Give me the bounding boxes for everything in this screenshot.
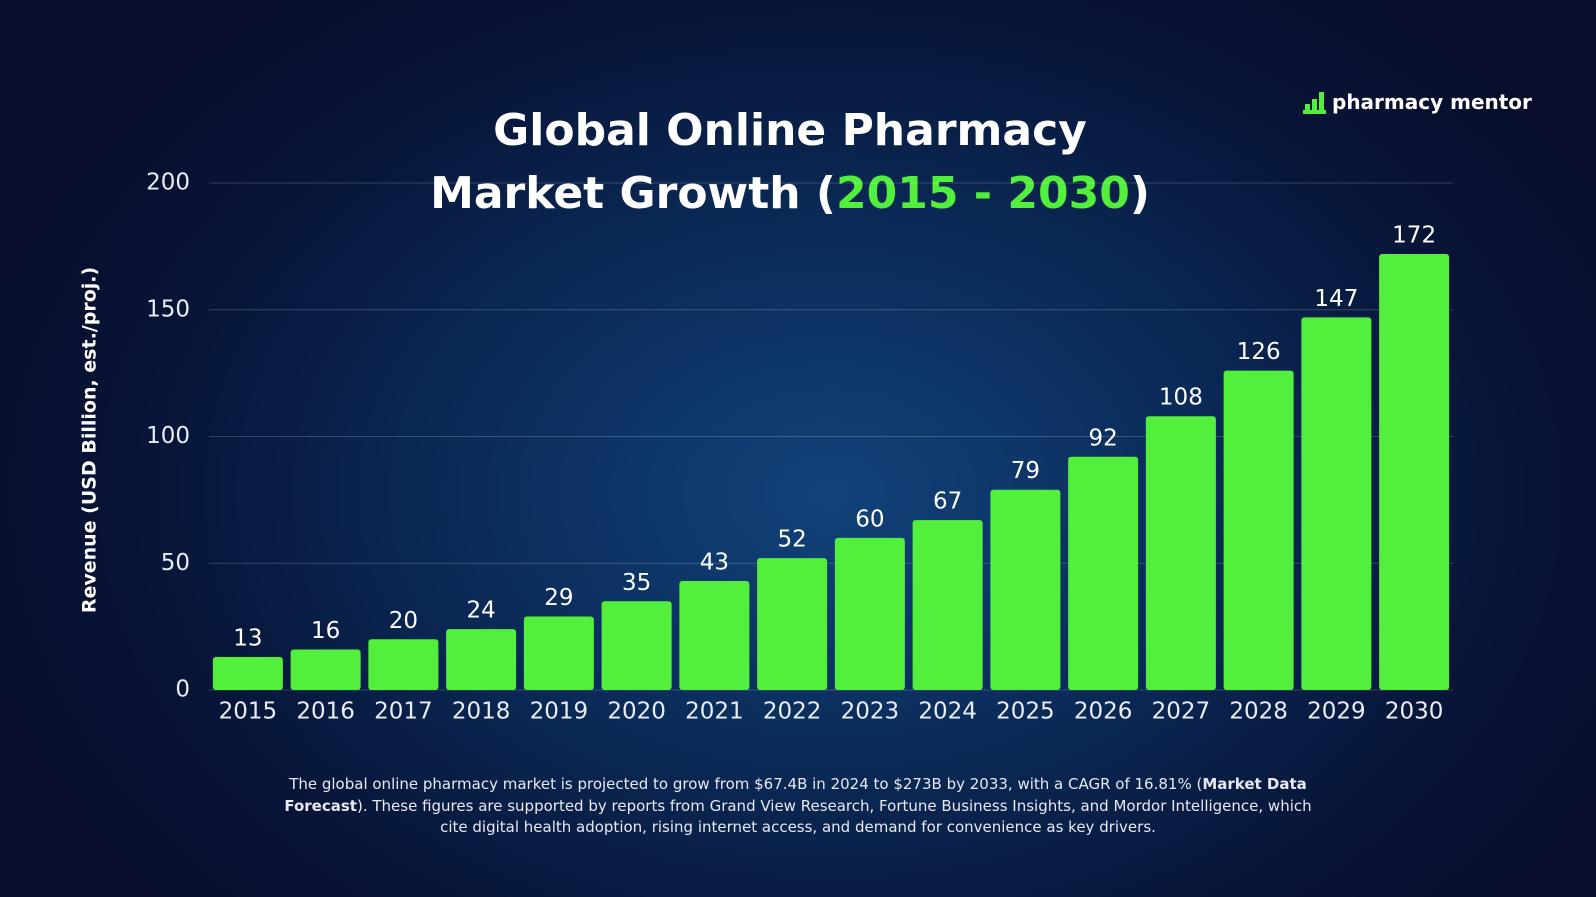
- x-tick-label: 2023: [841, 699, 900, 725]
- bar: [290, 649, 361, 690]
- x-tick-label: 2025: [996, 699, 1055, 725]
- value-label: 79: [1011, 458, 1040, 484]
- footnote: The global online pharmacy market is pro…: [270, 774, 1326, 839]
- y-tick-label: 150: [146, 296, 190, 322]
- x-tick-label: 2020: [607, 699, 666, 725]
- y-axis-label: Revenue (USD Billion, est./proj.): [79, 267, 101, 613]
- bar: [212, 657, 283, 690]
- x-tick-label: 2018: [452, 699, 511, 725]
- bar: [1301, 317, 1372, 690]
- bar: [757, 558, 828, 690]
- value-label: 13: [233, 626, 262, 652]
- bar: [912, 520, 983, 690]
- bar: [446, 629, 517, 690]
- value-label: 29: [544, 585, 573, 611]
- bar: [1068, 456, 1139, 690]
- value-label: 16: [311, 618, 340, 644]
- value-label: 92: [1088, 425, 1117, 451]
- x-tick-label: 2016: [296, 699, 355, 725]
- value-label: 20: [389, 608, 418, 634]
- value-label: 108: [1159, 385, 1203, 411]
- footnote-source: Market Data Forecast: [284, 775, 1307, 815]
- value-label: 35: [622, 570, 651, 596]
- chart-title: Global Online Pharmacy: [493, 105, 1087, 156]
- bar: [679, 580, 750, 690]
- logo-text: pharmacy mentor: [1332, 90, 1532, 114]
- value-label: 52: [777, 527, 806, 553]
- x-tick-label: 2024: [918, 699, 977, 725]
- footnote-text: The global online pharmacy market is pro…: [289, 775, 1203, 793]
- y-tick-label: 100: [146, 423, 190, 449]
- value-label: 172: [1392, 222, 1436, 248]
- x-tick-label: 2026: [1074, 699, 1133, 725]
- value-label: 126: [1237, 339, 1281, 365]
- value-label: 24: [466, 598, 495, 624]
- y-tick-label: 50: [161, 550, 190, 576]
- logo-icon: [1303, 92, 1326, 114]
- value-label: 60: [855, 506, 884, 532]
- x-tick-label: 2021: [685, 699, 744, 725]
- bar: [990, 489, 1061, 690]
- x-tick-label: 2022: [763, 699, 822, 725]
- bar: [523, 616, 594, 690]
- title-part: ): [1130, 168, 1150, 219]
- footnote-text: ). These figures are supported by report…: [356, 796, 1312, 837]
- y-tick-label: 0: [175, 677, 190, 703]
- x-tick-label: 2029: [1307, 699, 1366, 725]
- bar: [1223, 370, 1294, 690]
- x-tick-label: 2017: [374, 699, 433, 725]
- bar: [1379, 253, 1450, 691]
- bar: [1145, 416, 1216, 690]
- x-tick-label: 2030: [1385, 699, 1444, 725]
- title-part: Market Growth (: [430, 168, 836, 219]
- x-tick-label: 2027: [1152, 699, 1211, 725]
- logo: pharmacy mentor: [1303, 90, 1532, 114]
- x-tick-label: 2019: [530, 699, 589, 725]
- title-accent: 2015 - 2030: [836, 168, 1130, 219]
- bar: [601, 601, 672, 690]
- value-label: 147: [1314, 286, 1358, 312]
- x-tick-label: 2015: [219, 699, 278, 725]
- value-label: 43: [700, 549, 729, 575]
- bar: [834, 537, 905, 690]
- x-tick-label: 2028: [1229, 699, 1288, 725]
- chart-title: Market Growth (2015 - 2030): [430, 168, 1150, 219]
- y-tick-label: 200: [146, 170, 190, 196]
- value-label: 67: [933, 489, 962, 515]
- bar: [368, 639, 439, 690]
